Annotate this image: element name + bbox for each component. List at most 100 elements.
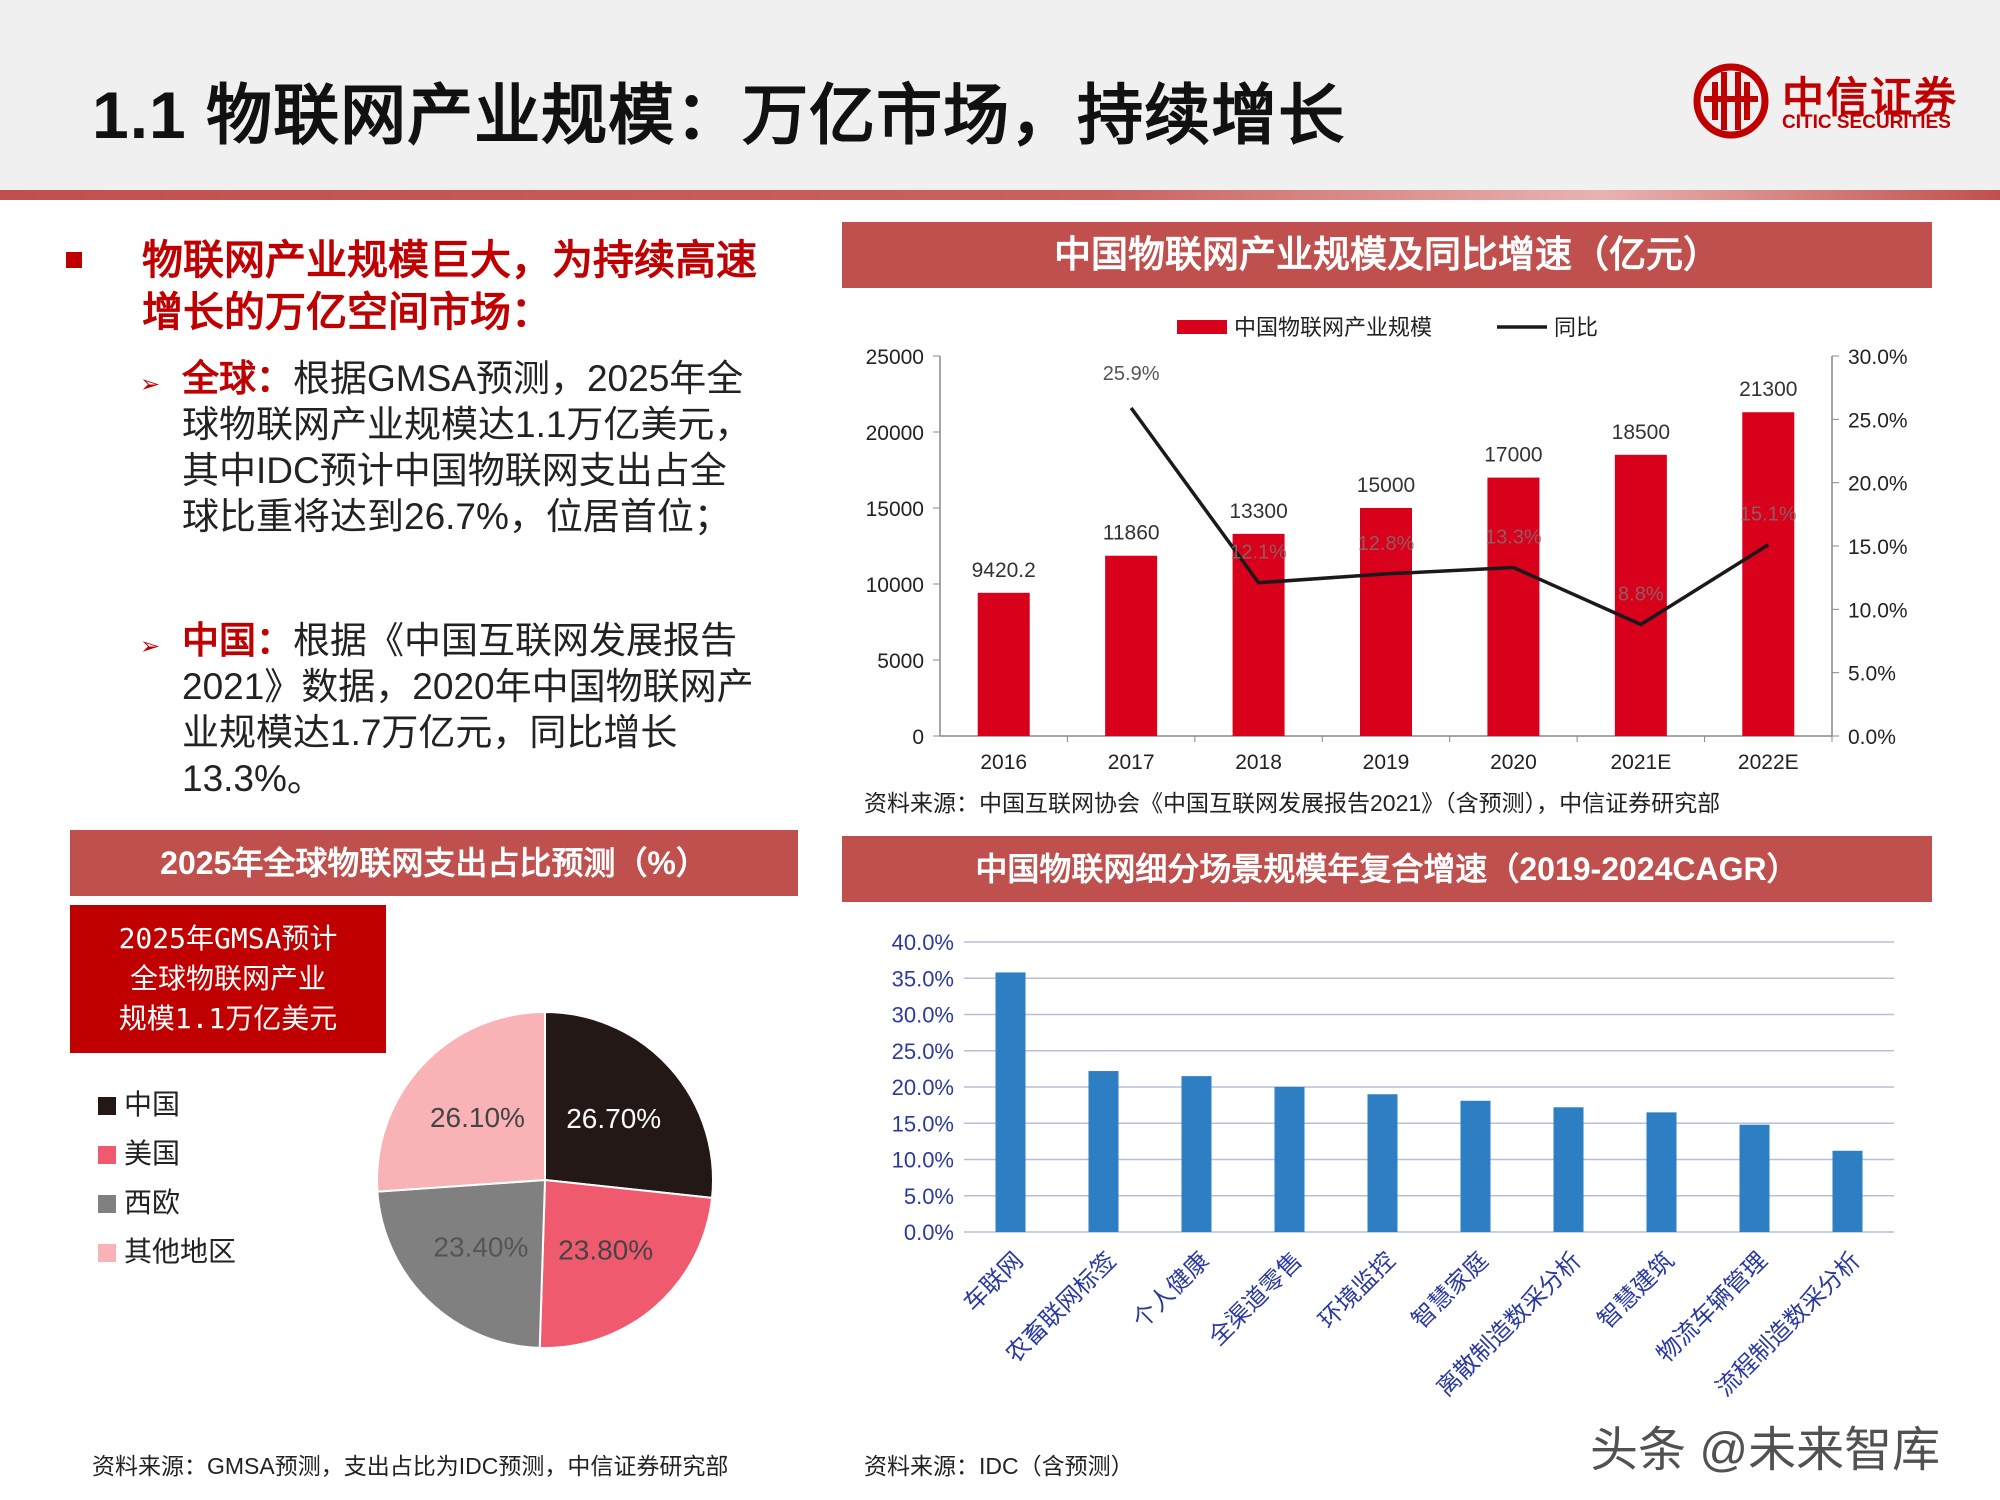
header-divider	[0, 190, 2000, 200]
scale-bar-label: 21300	[1739, 378, 1797, 401]
left-tick-label: 5000	[877, 650, 924, 673]
header: 1.1 物联网产业规模：万亿市场，持续增长 中信证券 CITIC SECURIT…	[0, 0, 2000, 190]
left-tick-label: 15000	[866, 498, 924, 521]
right-tick-label: 25.0%	[1848, 409, 1908, 432]
yoy-growth-label: 15.1%	[1740, 504, 1797, 526]
industry-scale-chart: 0 5000 10000 15000 20000 25000 0.0% 5.0% 10.0% 15…	[866, 315, 1908, 774]
x-tick-label: 2016	[980, 751, 1027, 774]
cagr-bar	[995, 972, 1026, 1232]
cagr-chart: 0.0% 5.0% 10.0% 15.0% 20.0% 25.0% 30.0% 35.0% 40…	[892, 930, 1894, 1402]
arrow-bullet-icon: ➢	[140, 371, 161, 398]
yoy-growth-label: 12.8%	[1358, 533, 1415, 555]
y-tick-label: 25.0%	[892, 1039, 954, 1064]
citic-logo: 中信证券 CITIC SECURITIES	[1692, 62, 1992, 142]
pie-slice-label: 26.10%	[430, 1102, 525, 1133]
scale-bar	[977, 592, 1030, 736]
yoy-growth-label: 12.1%	[1230, 542, 1287, 564]
spending-share-pie: 26.70% 23.80% 23.40% 26.10%	[376, 1010, 714, 1349]
pie-legend-swatch	[98, 1244, 116, 1262]
x-tick-label: 2021E	[1610, 751, 1671, 774]
page-title: 1.1 物联网产业规模：万亿市场，持续增长	[92, 78, 1346, 152]
left-tick-label: 20000	[866, 422, 924, 445]
x-category-label: 智慧家庭	[1407, 1247, 1494, 1334]
cagr-chart-title: 中国物联网细分场景规模年复合增速（2019-2024CAGR）	[842, 836, 1932, 902]
pie-legend-item: 西欧	[98, 1183, 236, 1232]
yoy-growth-label: 8.8%	[1618, 584, 1664, 606]
cagr-bar	[1739, 1124, 1770, 1232]
pie-legend-label: 中国	[124, 1089, 181, 1120]
china-label: 中国：	[182, 620, 293, 661]
scale-bar-label: 18500	[1612, 421, 1670, 444]
cagr-bar	[1832, 1150, 1863, 1232]
arrow-bullet-icon: ➢	[140, 633, 161, 660]
pie-slice	[538, 1178, 714, 1349]
scale-bar	[1742, 412, 1795, 736]
cagr-bar	[1460, 1100, 1491, 1232]
pie-slice-label: 23.80%	[558, 1235, 653, 1266]
pie-legend-swatch	[98, 1097, 116, 1115]
x-category-label: 环境监控	[1314, 1247, 1401, 1334]
china-body: 根据《中国互联网发展报告2021》数据，2020年中国物联网产业规模达1.7万亿…	[182, 620, 754, 799]
cagr-bar	[1181, 1076, 1212, 1232]
y-tick-label: 10.0%	[892, 1148, 954, 1173]
pie-legend-label: 其他地区	[124, 1236, 237, 1267]
yoy-growth-label: 25.9%	[1103, 363, 1160, 385]
square-bullet-icon	[66, 252, 82, 268]
cagr-bar	[1367, 1094, 1398, 1232]
y-tick-label: 20.0%	[892, 1075, 954, 1100]
global-paragraph: 全球：根据GMSA预测，2025年全球物联网产业规模达1.1万亿美元，其中IDC…	[182, 356, 757, 540]
cagr-bar	[1274, 1087, 1305, 1232]
pie-legend: 中国美国西欧其他地区	[98, 1085, 236, 1281]
y-tick-label: 5.0%	[904, 1184, 954, 1209]
lead-statement: 物联网产业规模巨大，为持续高速增长的万亿空间市场：	[142, 237, 757, 335]
right-tick-label: 15.0%	[1848, 536, 1908, 559]
logo-english-name: CITIC SECURITIES	[1782, 112, 1951, 133]
x-tick-label: 2022E	[1738, 751, 1799, 774]
gmsa-line: 2025年GMSA预计	[118, 922, 338, 955]
pie-slice	[544, 1010, 714, 1200]
x-category-label: 车联网	[959, 1247, 1029, 1317]
pie-chart-title: 2025年全球物联网支出占比预测（%）	[70, 830, 798, 896]
cagr-chart-source: 资料来源：IDC（含预测）	[864, 1453, 1134, 1479]
scale-bar-label: 13300	[1229, 500, 1287, 523]
right-tick-label: 5.0%	[1848, 663, 1896, 686]
cagr-bar	[1646, 1112, 1677, 1232]
scale-bar	[1614, 454, 1667, 736]
right-tick-label: 10.0%	[1848, 599, 1908, 622]
gmsa-forecast-box: 2025年GMSA预计 全球物联网产业 规模1.1万亿美元	[70, 905, 386, 1053]
pie-legend-item: 美国	[98, 1134, 236, 1183]
scale-bar	[1360, 508, 1412, 736]
scale-bar	[1105, 555, 1158, 736]
pie-legend-swatch	[98, 1195, 116, 1213]
watermark: 头条 @未来智库	[1590, 1424, 1941, 1477]
y-tick-label: 35.0%	[892, 966, 954, 991]
pie-slice-label: 26.70%	[566, 1103, 661, 1134]
china-paragraph: 中国：根据《中国互联网发展报告2021》数据，2020年中国物联网产业规模达1.…	[182, 618, 757, 802]
scale-bar-label: 9420.2	[972, 559, 1036, 582]
y-tick-label: 15.0%	[892, 1111, 954, 1136]
bar-chart-source: 资料来源：中国互联网协会《中国互联网发展报告2021》（含预测），中信证券研究部	[864, 790, 1721, 816]
right-tick-label: 0.0%	[1848, 726, 1896, 749]
pie-chart-source: 资料来源：GMSA预测，支出占比为IDC预测，中信证券研究部	[92, 1453, 729, 1479]
x-tick-label: 2020	[1490, 751, 1537, 774]
cagr-bar	[1553, 1107, 1584, 1232]
pie-slice	[376, 1010, 546, 1193]
pie-slice	[376, 1178, 547, 1349]
y-tick-label: 0.0%	[904, 1220, 954, 1245]
pie-legend-item: 其他地区	[98, 1232, 236, 1281]
global-body: 根据GMSA预测，2025年全球物联网产业规模达1.1万亿美元，其中IDC预计中…	[182, 358, 752, 537]
scale-bar-label: 17000	[1484, 444, 1542, 467]
legend-line-label: 同比	[1554, 315, 1598, 340]
left-tick-label: 0	[912, 726, 924, 749]
pie-slice-label: 23.40%	[433, 1232, 528, 1263]
x-category-label: 个人健康	[1128, 1247, 1215, 1334]
scale-bar-label: 11860	[1103, 522, 1160, 545]
right-tick-label: 20.0%	[1848, 473, 1908, 496]
x-category-label: 智慧建筑	[1593, 1247, 1680, 1334]
yoy-growth-line	[1129, 406, 1770, 627]
scale-bar-label: 15000	[1357, 474, 1415, 497]
pie-legend-label: 西欧	[124, 1187, 181, 1218]
y-tick-label: 40.0%	[892, 930, 954, 955]
legend-bar-label: 中国物联网产业规模	[1234, 315, 1432, 340]
cagr-bar	[1088, 1071, 1119, 1232]
